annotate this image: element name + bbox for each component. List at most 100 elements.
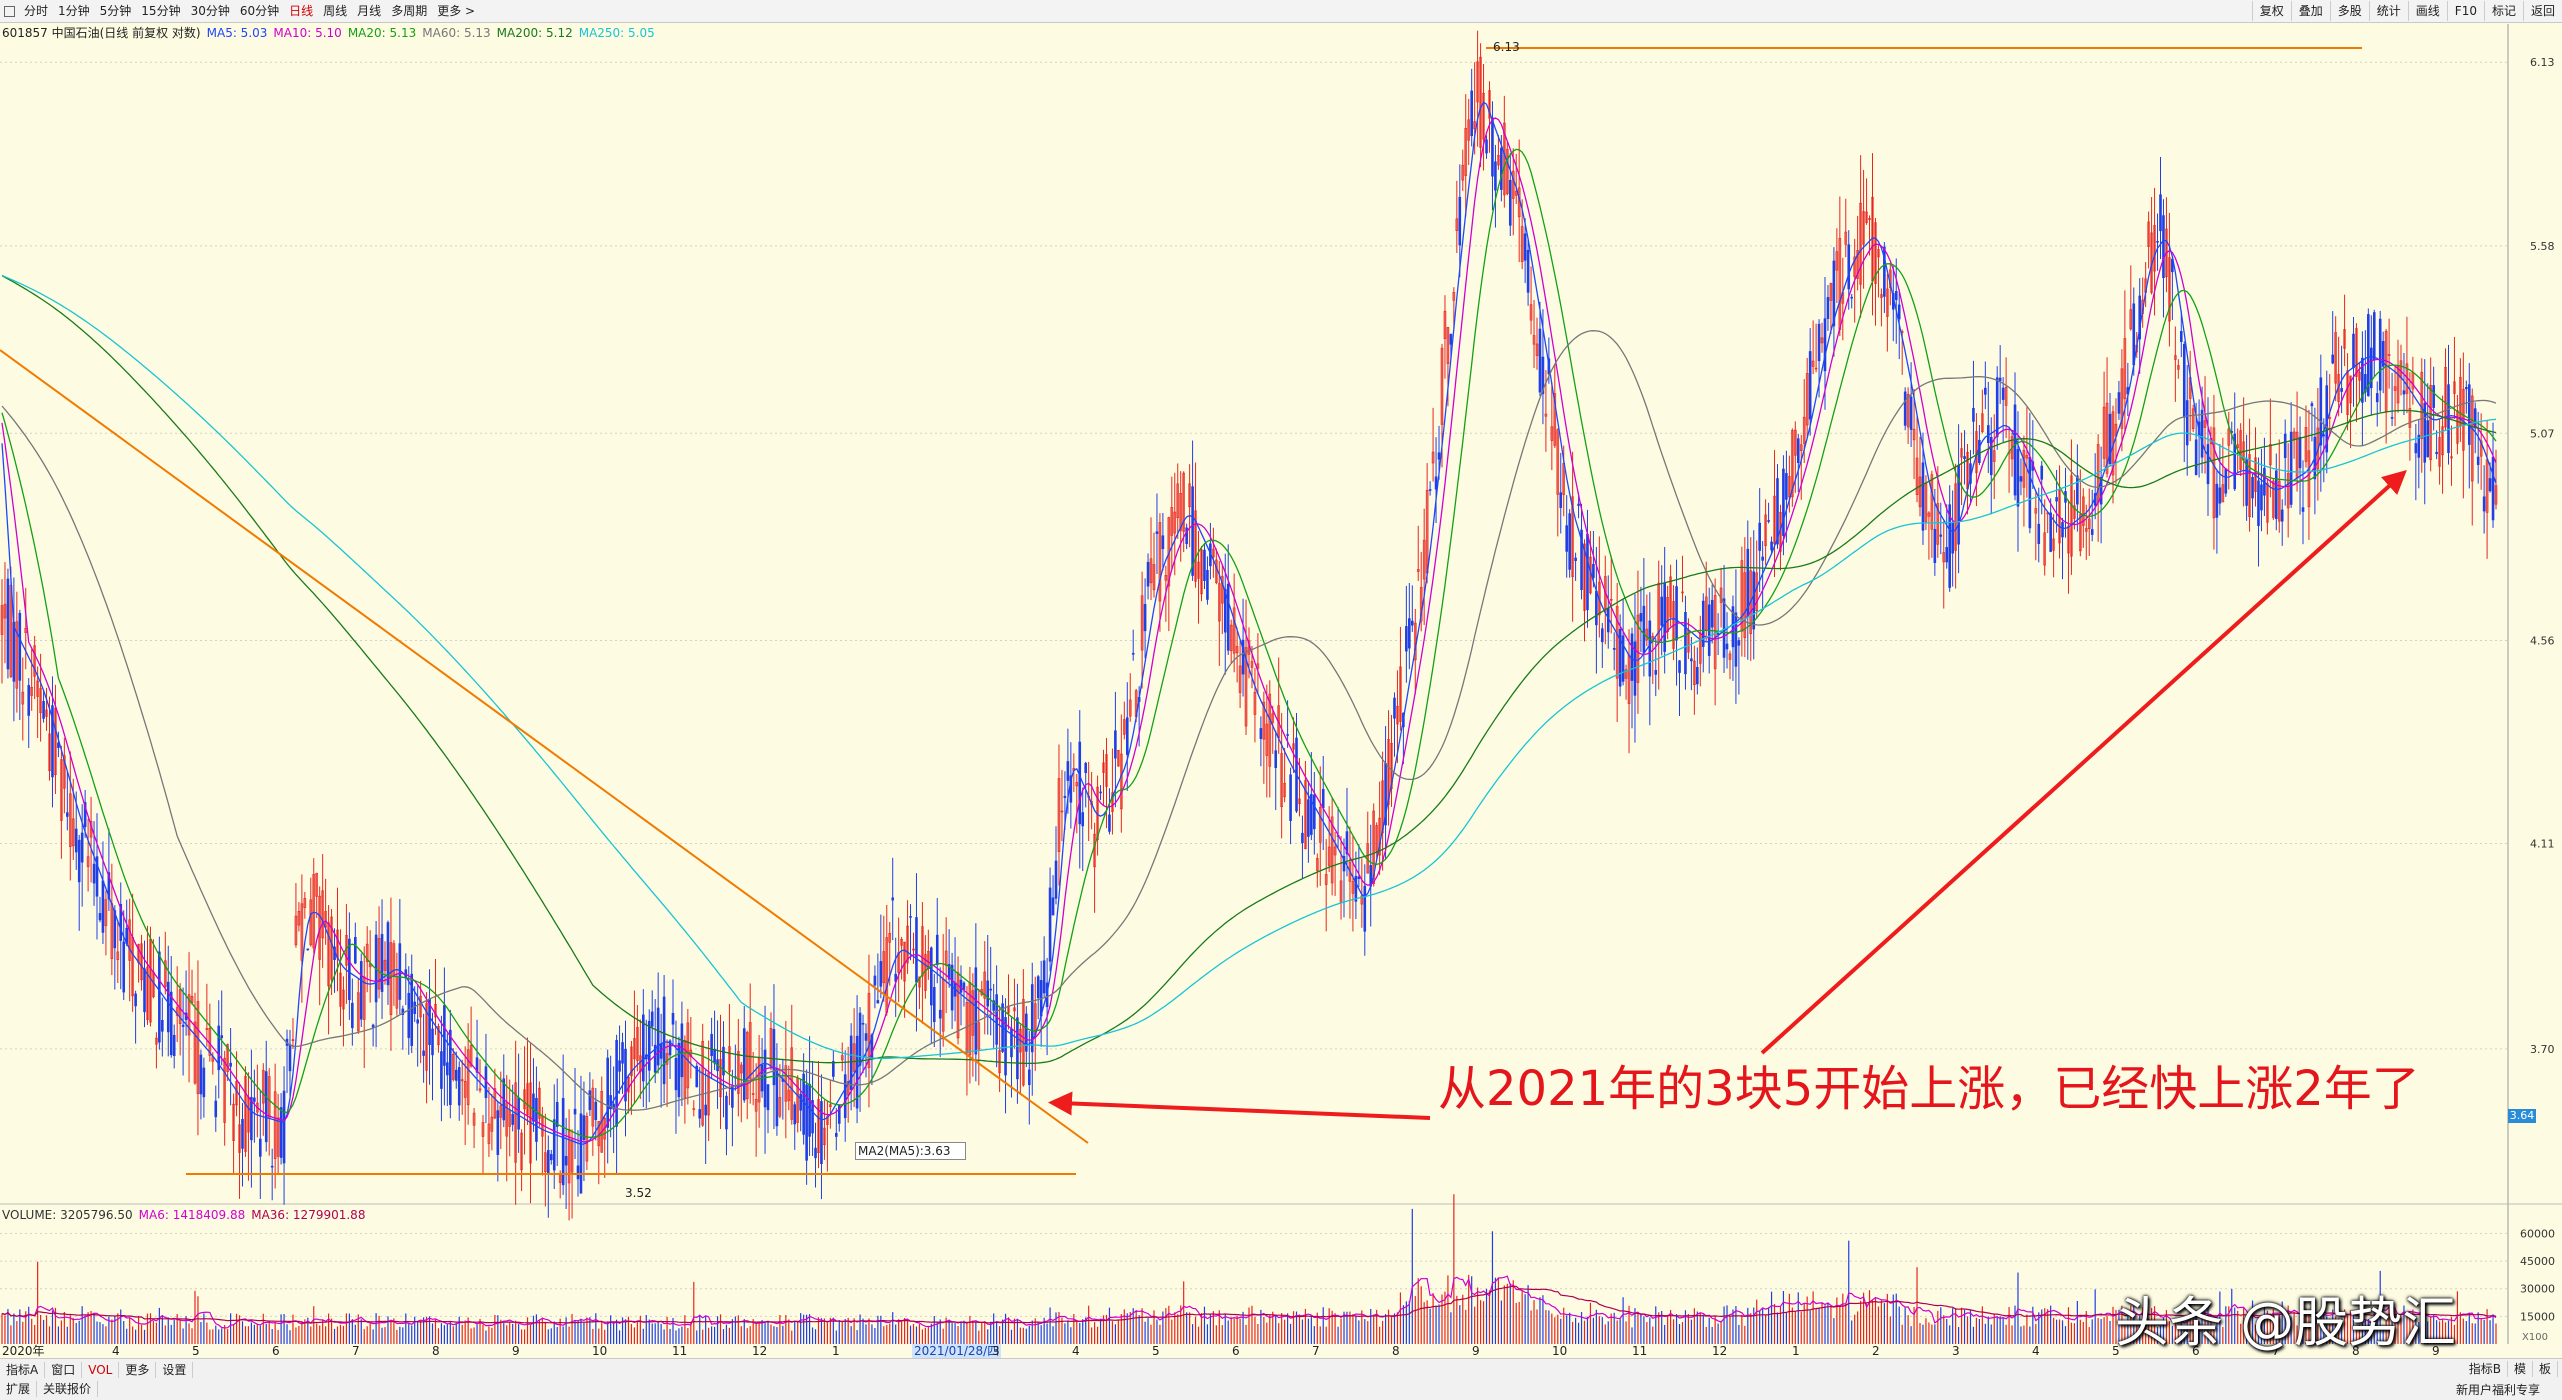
candle-body-792 <box>2352 333 2355 369</box>
candle-body-774 <box>2298 436 2302 469</box>
ma-label-4: MA200: 5.12 <box>496 26 573 40</box>
candle-body-666 <box>1978 439 1981 463</box>
candle-body-193 <box>573 1108 577 1115</box>
candle-body-38 <box>113 910 117 949</box>
candle-body-660 <box>1960 448 1963 458</box>
ma2-tooltip: MA2(MA5):3.63 <box>855 1142 966 1160</box>
toolbar-button-0[interactable]: 复权 <box>2251 1 2291 21</box>
candle-body-265 <box>787 1089 791 1102</box>
tab-0[interactable]: 分时 <box>24 4 49 18</box>
candle-body-363 <box>1078 741 1082 825</box>
candle-body-657 <box>1951 521 1954 554</box>
candle-body-396 <box>1176 483 1180 518</box>
candle-body-565 <box>1678 660 1681 673</box>
candle-body-5 <box>15 621 19 689</box>
tab-7[interactable]: 周线 <box>323 4 348 18</box>
tab-4[interactable]: 30分钟 <box>190 4 230 18</box>
tab-1[interactable]: 1分钟 <box>58 4 90 18</box>
window-square-icon[interactable] <box>4 5 15 17</box>
candle-body-485 <box>1440 347 1444 425</box>
toolbar-button-3[interactable]: 统计 <box>2368 1 2408 21</box>
toolbar-button-4[interactable]: 画线 <box>2407 1 2447 21</box>
candle-body-685 <box>2034 508 2038 514</box>
candle-body-700 <box>2079 514 2082 552</box>
candle-body-319 <box>947 964 951 980</box>
bb-row1-item-2[interactable]: VOL <box>82 1362 120 1378</box>
ma-line-MA5 <box>1 101 2497 1145</box>
tab-3[interactable]: 15分钟 <box>141 4 181 18</box>
candle-body-441 <box>1310 794 1313 835</box>
candle-body-765 <box>2272 480 2275 518</box>
tab-2[interactable]: 5分钟 <box>99 4 132 18</box>
candle-body-551 <box>1636 614 1640 683</box>
candle-body-473 <box>1405 626 1408 652</box>
candle-body-605 <box>1796 438 1800 463</box>
tab-6[interactable]: 日线 <box>289 4 314 18</box>
candle-body-717 <box>2129 309 2133 330</box>
candle-body-410 <box>1218 583 1221 622</box>
candle-body-609 <box>1808 351 1812 420</box>
candle-body-612 <box>1817 323 1821 362</box>
candle-body-491 <box>1458 196 1462 246</box>
candle-body-55 <box>163 960 167 988</box>
candle-body-162 <box>481 1122 485 1137</box>
candle-body-426 <box>1265 723 1269 756</box>
bb-right-item-0[interactable]: 指标B <box>2463 1361 2508 1377</box>
tab-5[interactable]: 60分钟 <box>239 4 280 18</box>
toolbar-button-5[interactable]: F10 <box>2446 1 2484 21</box>
candle-body-709 <box>2105 402 2109 474</box>
candle-body-308 <box>915 917 918 983</box>
candle-body-579 <box>1719 587 1723 603</box>
toolbar-button-6[interactable]: 标记 <box>2483 1 2523 21</box>
bb-row1-item-0[interactable]: 指标A <box>0 1362 46 1378</box>
candle-body-679 <box>2016 449 2020 507</box>
candle-body-65 <box>193 1021 197 1084</box>
x-tick-20: 11 <box>1632 1344 1648 1358</box>
candle-body-800 <box>2375 393 2379 403</box>
bb-row2-item-0[interactable]: 扩展 <box>0 1381 38 1397</box>
candle-body-489 <box>1452 292 1456 301</box>
toolbar-button-2[interactable]: 多股 <box>2329 1 2369 21</box>
candle-body-371 <box>1102 762 1105 773</box>
candle-body-34 <box>101 880 105 933</box>
candle-body-656 <box>1948 504 1951 588</box>
candle-body-823 <box>2444 367 2447 428</box>
bb-right-item-1[interactable]: 模 <box>2508 1361 2533 1377</box>
candle-body-718 <box>2132 303 2136 366</box>
candle-body-449 <box>1333 846 1337 856</box>
candle-body-353 <box>1048 887 1052 962</box>
candle-body-13 <box>39 688 42 714</box>
candle-body-439 <box>1304 780 1307 850</box>
candle-body-479 <box>1422 539 1426 580</box>
candle-body-421 <box>1250 661 1254 668</box>
candle-body-168 <box>499 1105 503 1118</box>
price-chart[interactable]: 6.13 5.58 5.07 4.56 4.11 3.70 60000 45000 30000 1… <box>0 0 2562 1344</box>
tab-9[interactable]: 多周期 <box>391 4 428 18</box>
promo-caption[interactable]: 新用户福利专享 <box>2455 1383 2540 1397</box>
candle-body-211 <box>627 1076 630 1093</box>
candle-body-243 <box>722 1046 725 1076</box>
x-tick-21: 12 <box>1712 1344 1728 1358</box>
candle-body-294 <box>873 975 877 986</box>
candle-body-207 <box>615 1039 618 1127</box>
candle-body-533 <box>1583 543 1586 611</box>
candle-body-585 <box>1737 640 1741 646</box>
candle-body-143 <box>425 1003 428 1071</box>
bb-row1-item-4[interactable]: 设置 <box>156 1362 194 1378</box>
toolbar-button-1[interactable]: 叠加 <box>2290 1 2330 21</box>
bb-right-item-2[interactable]: 板 <box>2533 1361 2558 1377</box>
tab-8[interactable]: 月线 <box>357 4 382 18</box>
tab-10[interactable]: 更多 > <box>437 4 476 18</box>
bb-row1-item-3[interactable]: 更多 <box>119 1362 157 1378</box>
candle-body-760 <box>2257 480 2260 526</box>
candle-body-770 <box>2286 473 2290 509</box>
candle-body-638 <box>1894 290 1898 301</box>
candle-body-752 <box>2233 433 2237 490</box>
candle-body-786 <box>2334 332 2337 384</box>
bb-row2-item-1[interactable]: 关联报价 <box>37 1381 99 1397</box>
candle-body-277 <box>823 1127 826 1146</box>
bb-row1-item-1[interactable]: 窗口 <box>45 1362 83 1378</box>
candle-body-546 <box>1621 635 1625 682</box>
toolbar-button-7[interactable]: 返回 <box>2522 1 2562 21</box>
candle-body-349 <box>1036 976 1040 999</box>
